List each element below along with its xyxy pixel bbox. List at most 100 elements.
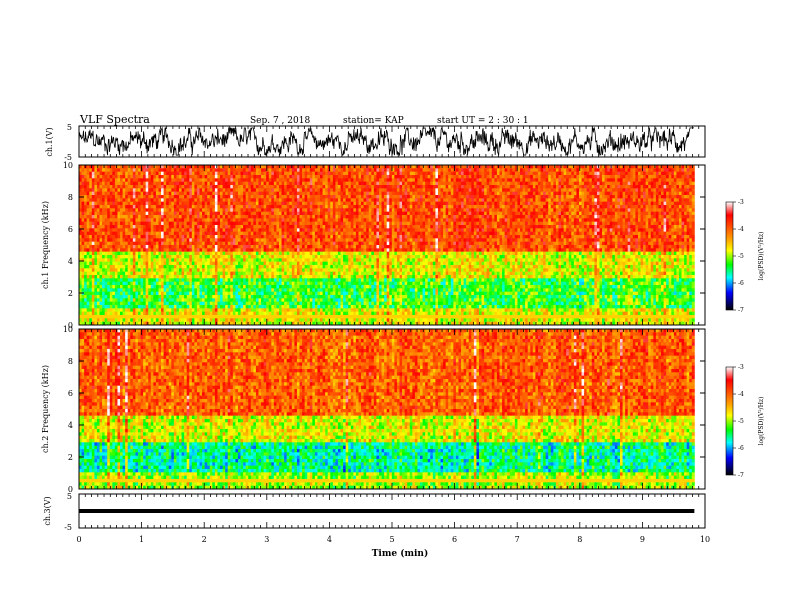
spectrogram-cell	[566, 195, 569, 199]
spectrogram-cell	[523, 225, 526, 229]
spectrogram-cell	[469, 232, 472, 236]
spectrogram-cell	[92, 232, 95, 236]
spectrogram-cell	[623, 222, 626, 226]
spectrogram-cell	[94, 222, 97, 226]
spectrogram-cell	[443, 232, 446, 236]
spectrogram-cell	[287, 165, 290, 169]
spectrogram-cell	[153, 195, 156, 199]
spectrogram-cell	[548, 192, 551, 196]
spectrogram-cell	[379, 208, 382, 212]
spectrogram-cell	[187, 195, 190, 199]
spectrogram-cell	[105, 188, 108, 192]
spectrogram-cell	[599, 188, 602, 192]
spectrogram-cell	[307, 198, 310, 202]
spectrogram-cell	[530, 175, 533, 179]
spectrogram-cell	[235, 218, 238, 222]
spectrogram-cell	[623, 218, 626, 222]
spectrogram-cell	[184, 178, 187, 182]
spectrogram-cell	[289, 192, 292, 196]
spectrogram-cell	[353, 192, 356, 196]
spectrogram-cell	[225, 232, 228, 236]
spectrogram-cell	[182, 205, 185, 209]
spectrogram-cell	[276, 215, 279, 219]
spectrogram-cell	[679, 165, 682, 169]
spectrogram-cell	[330, 168, 333, 172]
spectrogram-cell	[410, 212, 413, 216]
spectrogram-cell	[400, 185, 403, 189]
spectrogram-cell	[487, 232, 490, 236]
spectrogram-cell	[564, 208, 567, 212]
spectrogram-cell	[597, 168, 600, 172]
spectrogram-cell	[630, 185, 633, 189]
spectrogram-cell	[630, 195, 633, 199]
spectrogram-cell	[638, 165, 641, 169]
spectrogram-cell	[158, 212, 161, 216]
spectrogram-cell	[358, 182, 361, 186]
spectrogram-cell	[530, 205, 533, 209]
spectrogram-cell	[189, 208, 192, 212]
spectrogram-cell	[89, 198, 92, 202]
spectrogram-cell	[84, 172, 87, 176]
spectrogram-cell	[241, 185, 244, 189]
spectrogram-cell	[325, 218, 328, 222]
spectrogram-cell	[192, 215, 195, 219]
spectrogram-cell	[658, 202, 661, 206]
spectrogram-cell	[258, 202, 261, 206]
spectrogram-cell	[171, 188, 174, 192]
spectrogram-cell	[417, 198, 420, 202]
spectrogram-cell	[100, 168, 103, 172]
spectrogram-cell	[256, 218, 259, 222]
spectrogram-cell	[100, 182, 103, 186]
spectrogram-cell	[587, 212, 590, 216]
spectrogram-cell	[207, 195, 210, 199]
spectrogram-cell	[300, 218, 303, 222]
spectrogram-cell	[641, 198, 644, 202]
spectrogram-cell	[530, 202, 533, 206]
spectrogram-cell	[523, 218, 526, 222]
spectrogram-cell	[100, 215, 103, 219]
spectrogram-cell	[156, 168, 159, 172]
spectrogram-cell	[656, 178, 659, 182]
spectrogram-cell	[533, 225, 536, 229]
spectrogram-cell	[310, 215, 313, 219]
spectrogram-cell	[197, 182, 200, 186]
spectrogram-cell	[361, 212, 364, 216]
spectrogram-cell	[320, 205, 323, 209]
spectrogram-cell	[646, 228, 649, 232]
spectrogram-cell	[376, 175, 379, 179]
spectrogram-cell	[641, 205, 644, 209]
spectrogram-cell	[441, 188, 444, 192]
spectrogram-cell	[466, 222, 469, 226]
spectrogram-cell	[194, 228, 197, 232]
spectrogram-cell	[597, 185, 600, 189]
spectrogram-cell	[102, 232, 105, 236]
spectrogram-cell	[387, 192, 390, 196]
spectrogram-cell	[320, 208, 323, 212]
spectrogram-cell	[497, 188, 500, 192]
spectrogram-cell	[641, 185, 644, 189]
spectrogram-cell	[356, 178, 359, 182]
spectrogram-cell	[692, 195, 695, 199]
spectrogram-cell	[556, 228, 559, 232]
spectrogram-cell	[423, 208, 426, 212]
spectrogram-cell	[587, 218, 590, 222]
spectrogram-cell	[389, 178, 392, 182]
spectrogram-cell	[661, 175, 664, 179]
spectrogram-cell	[371, 198, 374, 202]
spectrogram-cell	[205, 192, 208, 196]
spectrogram-cell	[564, 185, 567, 189]
spectrogram-cell	[561, 188, 564, 192]
spectrogram-cell	[233, 232, 236, 236]
spectrogram-cell	[356, 222, 359, 226]
spectrogram-cell	[261, 232, 264, 236]
spectrogram-cell	[128, 202, 131, 206]
spectrogram-cell	[151, 202, 154, 206]
spectrogram-cell	[535, 198, 538, 202]
spectrogram-cell	[625, 175, 628, 179]
spectrogram-cell	[264, 182, 267, 186]
spectrogram-cell	[310, 182, 313, 186]
spectrogram-cell	[417, 225, 420, 229]
spectrogram-cell	[376, 205, 379, 209]
spectrogram-cell	[589, 202, 592, 206]
spectrogram-cell	[92, 185, 95, 189]
